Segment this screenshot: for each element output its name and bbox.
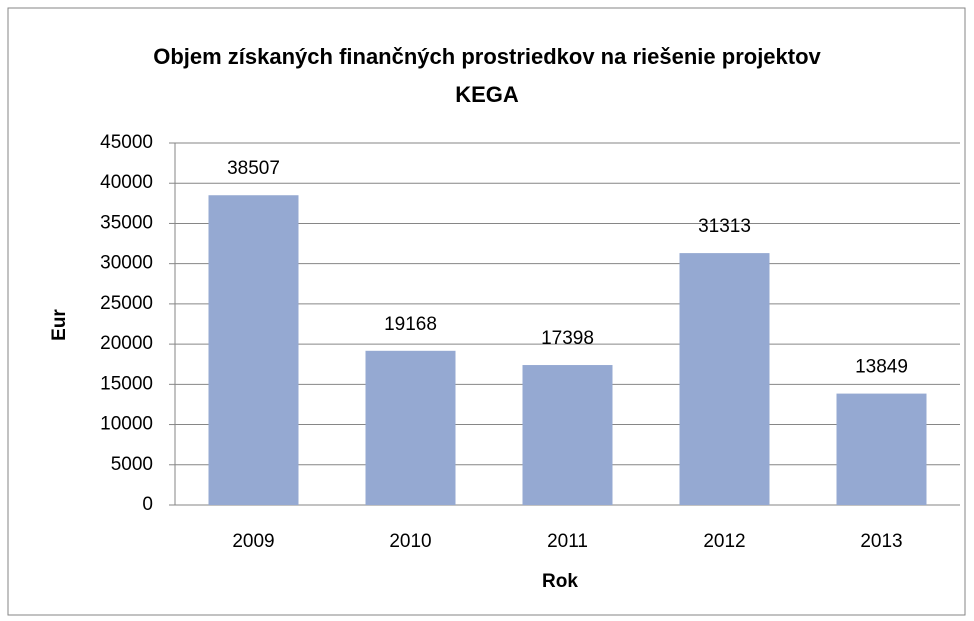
y-tick-label: 40000: [100, 172, 153, 193]
data-label: 19168: [384, 314, 437, 335]
y-axis-label: Eur: [49, 309, 70, 341]
y-tick-label: 25000: [100, 293, 153, 314]
y-tick-label: 20000: [100, 333, 153, 354]
y-tick-label: 10000: [100, 414, 153, 435]
data-label: 13849: [855, 357, 908, 378]
bar: [836, 393, 927, 505]
x-tick-label: 2010: [389, 531, 431, 552]
y-tick-label: 30000: [100, 253, 153, 274]
bar: [208, 195, 299, 505]
x-tick-label: 2011: [547, 531, 588, 552]
chart-border: [7, 7, 966, 616]
y-tick-label: 15000: [100, 373, 153, 394]
chart-title: Objem získaných finančných prostriedkov …: [153, 44, 821, 107]
y-tick-label: 35000: [100, 212, 153, 233]
data-label: 31313: [698, 216, 751, 237]
x-tick-label: 2013: [860, 531, 902, 552]
bar: [522, 365, 613, 505]
x-tick-label: 2012: [703, 531, 745, 552]
y-tick-label: 45000: [100, 132, 153, 153]
data-label: 38507: [227, 158, 280, 179]
data-label: 17398: [541, 328, 594, 349]
bar: [365, 350, 456, 505]
x-tick-label: 2009: [232, 531, 274, 552]
bar: [679, 253, 770, 505]
y-tick-label: 5000: [111, 454, 153, 475]
y-tick-label: 0: [142, 494, 153, 515]
x-axis-label: Rok: [542, 571, 578, 592]
